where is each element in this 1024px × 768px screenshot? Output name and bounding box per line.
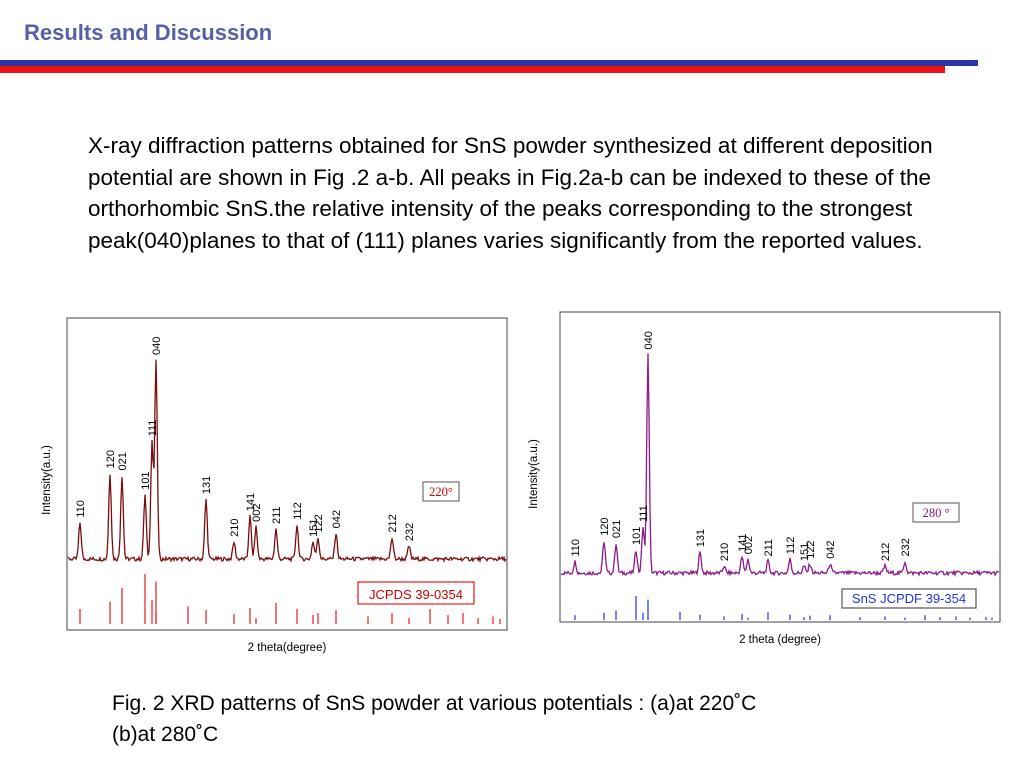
plot-frame — [66, 317, 508, 631]
peak-label: 042 — [825, 540, 837, 558]
temperature-label: 280 ° — [923, 506, 950, 520]
xrd-figure-b: 110 120 021 101 111 040 131 210 141 002 211 112 151 1… — [520, 310, 1010, 655]
peak-label: 232 — [900, 538, 912, 556]
y-axis-label: Intensity(a.u.) — [528, 439, 540, 509]
xrd-figure-a: 110 120 021 101 111 040 131 210 141 002 211 112 151 1… — [38, 316, 516, 661]
reference-box — [841, 588, 977, 609]
slide-title: Results and Discussion — [24, 20, 273, 45]
plot-frame — [559, 311, 1001, 623]
temperature-box — [422, 481, 460, 502]
title-rule-blue — [0, 60, 978, 66]
peak-label: 002 — [251, 504, 263, 522]
peak-label: 040 — [643, 331, 655, 349]
x-axis-label: 2 theta(degree) — [248, 642, 327, 654]
x-axis-label: 2 theta (degree) — [739, 634, 821, 646]
peak-label: 112 — [292, 502, 304, 520]
peak-label: 021 — [611, 520, 623, 538]
peak-label: 210 — [229, 519, 241, 537]
peak-label: 101 — [631, 527, 643, 545]
diffraction-pattern — [67, 359, 507, 564]
temperature-label: 220° — [429, 485, 453, 499]
reference-label: JCPDS 39-0354 — [369, 587, 463, 602]
peak-label: 141 — [245, 493, 257, 511]
peak-label: 212 — [880, 543, 892, 561]
peak-label: 021 — [117, 452, 129, 470]
peak-label: 122 — [313, 514, 325, 532]
peak-label: 131 — [695, 529, 707, 547]
peak-label: 040 — [151, 337, 163, 355]
peak-label: 101 — [140, 471, 152, 489]
peak-label: 232 — [404, 523, 416, 541]
peak-label: 111 — [638, 505, 650, 522]
peak-label: 111 — [147, 420, 159, 437]
caption-line-1: Fig. 2 XRD patterns of SnS powder at var… — [112, 692, 757, 715]
peak-label: 002 — [743, 536, 755, 554]
reference-label: SnS JCPDF 39-354 — [852, 591, 966, 606]
peak-label: 110 — [75, 500, 87, 518]
temperature-box — [912, 502, 960, 523]
diffraction-pattern — [560, 353, 1000, 578]
peak-label: 210 — [719, 543, 731, 561]
body-paragraph: X-ray diffraction patterns obtained for … — [88, 133, 933, 253]
caption-line-2: (b)at 280˚C — [112, 723, 219, 746]
peak-label: 212 — [387, 514, 399, 532]
reference-box — [357, 581, 475, 605]
peak-label: 122 — [805, 540, 817, 558]
peak-label: 042 — [331, 510, 343, 528]
peak-label: 151 — [799, 543, 811, 561]
peak-label: 141 — [737, 534, 749, 552]
peak-label: 120 — [599, 517, 611, 535]
y-axis-label: Intensity(a.u.) — [41, 445, 53, 515]
title-rule-red — [0, 66, 945, 73]
peak-label: 211 — [271, 506, 283, 524]
peak-label: 151 — [308, 519, 320, 537]
peak-label: 112 — [785, 537, 797, 555]
peak-label: 131 — [201, 476, 213, 494]
figure-caption: Fig. 2 XRD patterns of SnS powder at var… — [112, 688, 972, 750]
peak-label: 211 — [763, 539, 775, 557]
peak-label: 120 — [105, 450, 117, 468]
peak-label: 110 — [570, 539, 582, 557]
